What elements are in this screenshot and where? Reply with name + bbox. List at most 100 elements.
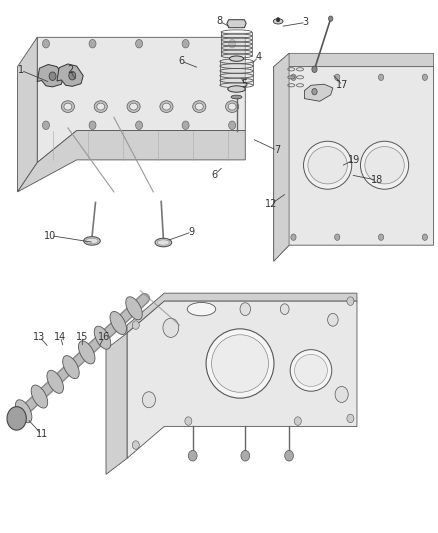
Circle shape <box>291 234 296 240</box>
Ellipse shape <box>290 350 332 391</box>
Ellipse shape <box>84 237 100 245</box>
Polygon shape <box>221 32 252 56</box>
Circle shape <box>312 66 317 72</box>
Text: 11: 11 <box>35 430 48 439</box>
Ellipse shape <box>127 101 140 112</box>
Ellipse shape <box>360 141 409 189</box>
Ellipse shape <box>193 101 206 112</box>
Ellipse shape <box>365 147 404 184</box>
Circle shape <box>312 88 317 95</box>
Ellipse shape <box>94 326 111 349</box>
Circle shape <box>378 74 384 80</box>
Ellipse shape <box>155 238 172 247</box>
Text: 2: 2 <box>67 66 73 75</box>
Polygon shape <box>227 20 246 28</box>
Ellipse shape <box>228 103 236 110</box>
Polygon shape <box>274 53 434 67</box>
Circle shape <box>285 450 293 461</box>
Ellipse shape <box>228 86 245 92</box>
Circle shape <box>229 39 236 48</box>
Polygon shape <box>127 301 357 458</box>
Polygon shape <box>18 37 37 192</box>
Circle shape <box>328 16 333 21</box>
Circle shape <box>136 121 142 130</box>
Text: 17: 17 <box>336 80 349 90</box>
Text: 8: 8 <box>217 17 223 26</box>
Circle shape <box>347 297 354 305</box>
Circle shape <box>422 74 427 80</box>
Text: 3: 3 <box>303 18 309 27</box>
Circle shape <box>69 71 76 80</box>
Ellipse shape <box>195 103 203 110</box>
Circle shape <box>132 321 139 329</box>
Circle shape <box>229 121 236 130</box>
Circle shape <box>347 414 354 423</box>
Circle shape <box>142 392 155 408</box>
Text: 7: 7 <box>274 146 280 155</box>
Circle shape <box>294 417 301 425</box>
Circle shape <box>188 450 197 461</box>
Text: 18: 18 <box>371 175 383 185</box>
Ellipse shape <box>304 141 352 189</box>
Ellipse shape <box>230 56 244 61</box>
Ellipse shape <box>273 19 283 24</box>
Ellipse shape <box>206 329 274 398</box>
Circle shape <box>42 121 49 130</box>
Polygon shape <box>106 333 127 474</box>
Circle shape <box>291 74 296 80</box>
Text: 5: 5 <box>241 79 247 88</box>
Ellipse shape <box>157 240 170 245</box>
Text: 19: 19 <box>348 155 360 165</box>
Circle shape <box>42 39 49 48</box>
Circle shape <box>163 318 179 337</box>
Ellipse shape <box>231 95 242 99</box>
Text: 9: 9 <box>189 227 195 237</box>
Ellipse shape <box>160 101 173 112</box>
Ellipse shape <box>61 101 74 112</box>
Ellipse shape <box>63 356 79 378</box>
Ellipse shape <box>126 297 142 320</box>
Ellipse shape <box>212 335 268 392</box>
Ellipse shape <box>308 147 347 184</box>
Polygon shape <box>127 293 357 333</box>
Ellipse shape <box>226 101 239 112</box>
Circle shape <box>89 39 96 48</box>
Circle shape <box>240 303 251 316</box>
Circle shape <box>280 304 289 314</box>
Circle shape <box>378 234 384 240</box>
Ellipse shape <box>110 311 127 335</box>
Text: 14: 14 <box>54 332 67 342</box>
Text: 1: 1 <box>18 66 24 75</box>
Circle shape <box>89 121 96 130</box>
Ellipse shape <box>294 354 327 386</box>
Ellipse shape <box>97 103 105 110</box>
Polygon shape <box>304 84 333 101</box>
Polygon shape <box>57 64 83 86</box>
Ellipse shape <box>130 103 138 110</box>
Polygon shape <box>37 64 64 87</box>
Text: 16: 16 <box>98 332 110 342</box>
Text: 6: 6 <box>212 170 218 180</box>
Circle shape <box>241 450 250 461</box>
Ellipse shape <box>162 103 170 110</box>
Polygon shape <box>220 61 253 85</box>
Polygon shape <box>18 131 245 192</box>
Circle shape <box>182 121 189 130</box>
Circle shape <box>7 407 26 430</box>
Circle shape <box>335 74 340 80</box>
Polygon shape <box>274 67 434 261</box>
Ellipse shape <box>15 400 32 423</box>
Ellipse shape <box>86 238 98 244</box>
Polygon shape <box>274 53 289 261</box>
Ellipse shape <box>47 370 64 393</box>
Ellipse shape <box>64 103 72 110</box>
Polygon shape <box>37 37 245 163</box>
Text: 15: 15 <box>76 332 88 342</box>
Text: 10: 10 <box>44 231 57 240</box>
Circle shape <box>185 417 192 425</box>
Circle shape <box>335 234 340 240</box>
Text: 4: 4 <box>255 52 261 62</box>
Circle shape <box>136 39 142 48</box>
Circle shape <box>328 313 338 326</box>
Ellipse shape <box>78 341 95 364</box>
